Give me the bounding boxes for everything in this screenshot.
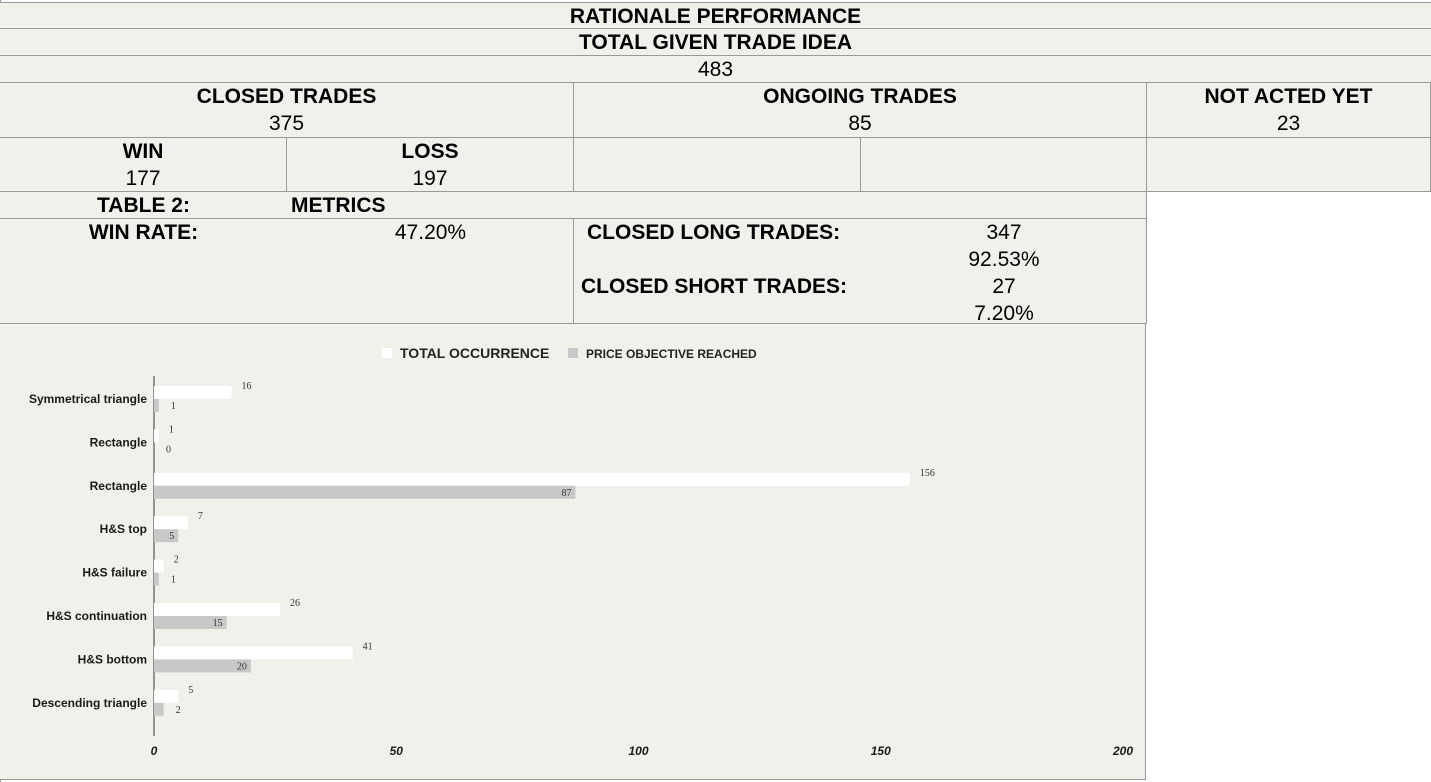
legend-swatch-total (382, 348, 392, 358)
win-label: WIN (122, 140, 164, 163)
closed-long-label: CLOSED LONG TRADES: (587, 221, 841, 244)
report-title: RATIONALE PERFORMANCE (0, 2, 1431, 29)
table2-label: TABLE 2: (97, 194, 190, 217)
bar-total-occurrence (154, 689, 179, 703)
closed-short-pct: 7.20% (974, 302, 1034, 325)
data-label-reached: 87 (562, 488, 572, 499)
bar-price-objective (154, 399, 159, 412)
pattern-chart: TOTAL OCCURRENCE PRICE OBJECTIVE REACHED… (0, 324, 1146, 780)
data-label-reached: 1 (171, 401, 176, 412)
ongoing-trades-label: ONGOING TRADES (763, 85, 957, 108)
not-acted-label: NOT ACTED YET (1204, 85, 1373, 108)
loss-value: 197 (412, 167, 448, 190)
category-label: Rectangle (90, 435, 148, 449)
empty-cell-1 (574, 138, 861, 192)
report-title-text: RATIONALE PERFORMANCE (569, 5, 862, 28)
ongoing-trades-cell: ONGOING TRADES 85 (574, 83, 1147, 138)
data-label-reached: 2 (176, 705, 181, 716)
loss-label: LOSS (401, 140, 459, 163)
win-cell: WIN 177 (0, 138, 287, 192)
closed-trades-label: CLOSED TRADES (196, 85, 377, 108)
bar-total-occurrence (154, 603, 280, 616)
data-label-total: 41 (363, 641, 373, 652)
x-tick-label: 100 (628, 744, 648, 758)
bar-price-objective (154, 485, 576, 499)
closed-short-value: 27 (992, 275, 1016, 298)
ongoing-trades-value: 85 (848, 112, 872, 135)
category-label: H&S continuation (46, 609, 147, 623)
empty-cell-2 (861, 138, 1147, 192)
bar-price-objective (154, 616, 227, 629)
bar-price-objective (154, 572, 159, 586)
total-trade-ideas: 483 (0, 56, 1431, 83)
data-label-reached: 20 (237, 661, 247, 672)
data-label-reached: 5 (169, 531, 174, 542)
category-label: Rectangle (90, 479, 148, 493)
data-label-total: 5 (188, 685, 193, 696)
data-label-total: 1 (169, 424, 174, 435)
data-label-total: 16 (242, 381, 252, 392)
chart-legend: TOTAL OCCURRENCE PRICE OBJECTIVE REACHED (382, 345, 757, 361)
win-rate-cell: WIN RATE: 47.20% (0, 219, 574, 324)
data-label-total: 26 (290, 598, 300, 609)
bar-price-objective (154, 702, 164, 716)
bar-price-objective (154, 529, 179, 543)
not-acted-value: 23 (1276, 112, 1301, 135)
legend-swatch-reached (568, 348, 578, 358)
bar-total-occurrence (154, 429, 159, 443)
x-tick-label: 150 (871, 744, 891, 758)
pattern-chart-svg: TOTAL OCCURRENCE PRICE OBJECTIVE REACHED… (29, 345, 1133, 758)
bar-total-occurrence (154, 516, 188, 530)
bar-total-occurrence (154, 386, 232, 399)
data-label-total: 7 (198, 511, 203, 522)
data-label-reached: 0 (166, 444, 171, 455)
category-label: H&S bottom (78, 652, 147, 666)
category-label: Symmetrical triangle (29, 392, 147, 406)
bar-total-occurrence (154, 646, 353, 660)
closed-trades-value: 375 (268, 112, 305, 135)
legend-label-reached: PRICE OBJECTIVE REACHED (586, 347, 757, 361)
bar-total-occurrence (154, 559, 164, 573)
legend-label-total: TOTAL OCCURRENCE (400, 345, 549, 361)
report-subtitle: TOTAL GIVEN TRADE IDEA (0, 29, 1431, 56)
closed-long-pct: 92.53% (968, 248, 1040, 271)
data-label-total: 2 (174, 555, 179, 566)
report-subtitle-text: TOTAL GIVEN TRADE IDEA (578, 31, 853, 54)
category-label: H&S failure (82, 566, 147, 580)
category-label: Descending triangle (32, 696, 147, 710)
data-label-total: 156 (920, 468, 935, 479)
bar-price-objective (154, 659, 251, 673)
table2-header: TABLE 2: METRICS (0, 192, 1147, 219)
category-label: H&S top (100, 522, 147, 536)
win-rate-value: 47.20% (394, 221, 467, 244)
closed-long-value: 347 (986, 221, 1022, 244)
x-tick-label: 200 (1112, 744, 1133, 758)
win-value: 177 (125, 167, 161, 190)
x-tick-label: 50 (390, 744, 404, 758)
loss-cell: LOSS 197 (287, 138, 574, 192)
win-rate-label: WIN RATE: (88, 221, 199, 244)
data-label-reached: 1 (171, 575, 176, 586)
not-acted-cell: NOT ACTED YET 23 (1147, 83, 1431, 138)
closed-short-label: CLOSED SHORT TRADES: (581, 275, 848, 298)
x-tick-label: 0 (151, 744, 158, 758)
empty-cell-3 (1147, 138, 1431, 192)
total-trade-ideas-value: 483 (697, 58, 734, 81)
long-short-cell: CLOSED LONG TRADES: 347 92.53% CLOSED SH… (574, 219, 1147, 325)
metrics-label: METRICS (291, 194, 386, 217)
closed-trades-cell: CLOSED TRADES 375 (0, 83, 574, 138)
data-label-reached: 15 (213, 618, 223, 629)
bar-total-occurrence (154, 472, 910, 486)
